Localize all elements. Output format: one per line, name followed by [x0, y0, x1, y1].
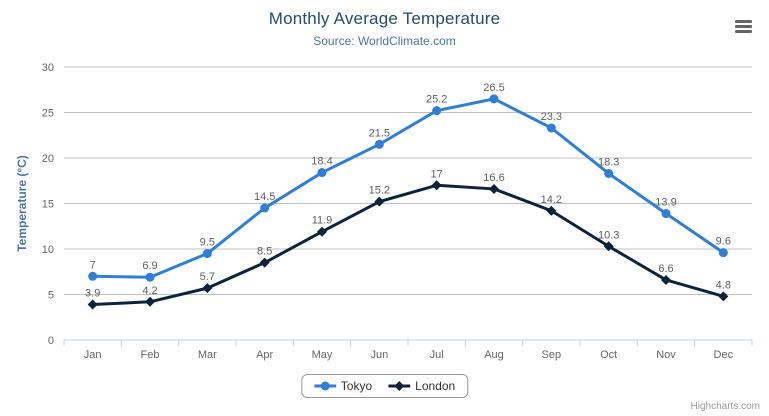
- x-axis-label: Dec: [714, 349, 734, 361]
- point-london-oct[interactable]: [603, 241, 614, 252]
- legend-label: Tokyo: [340, 379, 373, 393]
- x-axis-label: Aug: [484, 349, 504, 361]
- x-axis-label: Apr: [256, 349, 273, 361]
- diamond-legend-marker-icon: [388, 381, 411, 391]
- data-label: 14.5: [254, 191, 275, 203]
- legend-label: London: [415, 379, 456, 393]
- data-label: 5.7: [200, 271, 215, 283]
- y-axis-label: 25: [42, 108, 54, 120]
- point-tokyo-jan[interactable]: [88, 271, 98, 281]
- data-label: 8.5: [257, 246, 272, 258]
- point-tokyo-jul[interactable]: [432, 106, 442, 116]
- hamburger-icon: [733, 19, 754, 33]
- point-london-apr[interactable]: [259, 257, 270, 268]
- y-axis-label: 10: [42, 244, 54, 256]
- data-label: 15.2: [369, 185, 390, 197]
- point-london-feb[interactable]: [145, 296, 155, 307]
- data-label: 9.5: [200, 237, 215, 249]
- x-axis-label: Oct: [600, 349, 617, 361]
- legend: Tokyo London: [300, 374, 469, 398]
- data-label: 26.5: [483, 82, 504, 94]
- series-tokyo: 7 6.9 9.5 14.5 18.4 21.5 25.2 26.5 23.3 18.3 13.9 9…: [88, 82, 731, 282]
- data-label: 4.2: [142, 285, 157, 297]
- x-axis-label: Jul: [430, 349, 444, 361]
- point-tokyo-nov[interactable]: [661, 209, 671, 219]
- point-tokyo-mar[interactable]: [202, 249, 212, 259]
- data-label: 10.3: [598, 229, 619, 241]
- point-london-mar[interactable]: [202, 283, 213, 294]
- data-label: 14.2: [541, 194, 562, 206]
- data-label: 9.6: [716, 236, 731, 248]
- y-axis-label: 5: [48, 290, 54, 302]
- data-label: 16.6: [483, 172, 504, 184]
- data-label: 23.3: [541, 111, 562, 123]
- series-tokyo-line: [91, 97, 725, 279]
- x-axis-label: Jan: [84, 349, 102, 361]
- data-label: 13.9: [655, 197, 676, 209]
- point-london-nov[interactable]: [661, 274, 671, 285]
- y-axis-label: 20: [42, 153, 54, 165]
- point-london-aug[interactable]: [489, 183, 499, 194]
- x-axis-label: Jun: [370, 349, 388, 361]
- point-tokyo-dec[interactable]: [718, 248, 728, 258]
- point-london-may[interactable]: [317, 226, 327, 237]
- data-label: 25.2: [426, 94, 447, 106]
- point-tokyo-apr[interactable]: [260, 203, 270, 213]
- x-axis-label: Sep: [542, 349, 562, 361]
- point-tokyo-jun[interactable]: [374, 139, 384, 149]
- point-london-dec[interactable]: [718, 291, 729, 302]
- data-label: 17: [431, 168, 443, 180]
- point-london-jun[interactable]: [374, 196, 385, 207]
- data-label: 6.9: [142, 260, 157, 272]
- data-label: 18.4: [311, 156, 332, 168]
- data-label: 18.3: [598, 156, 619, 168]
- data-label: 3.9: [85, 288, 100, 300]
- data-label: 6.6: [658, 263, 673, 275]
- point-tokyo-sep[interactable]: [546, 123, 556, 133]
- chart-subtitle: Source: WorldClimate.com: [313, 34, 456, 48]
- chart-context-menu-button[interactable]: [731, 15, 756, 37]
- point-london-sep[interactable]: [546, 205, 557, 216]
- legend-item-london[interactable]: London: [388, 379, 455, 393]
- y-axis-label: 15: [42, 199, 54, 211]
- data-label: 11.9: [312, 215, 333, 227]
- x-axis-label: Feb: [141, 349, 160, 361]
- x-axis-label: May: [312, 349, 333, 361]
- data-label: 21.5: [369, 127, 390, 139]
- data-label: 4.8: [716, 279, 731, 291]
- x-axis-label: Nov: [656, 349, 676, 361]
- point-tokyo-feb[interactable]: [145, 272, 155, 282]
- x-axis-label: Mar: [198, 349, 217, 361]
- data-label: 7: [90, 259, 96, 271]
- series-london: 3.9 4.2 5.7 8.5 11.9 15.2 17 16.6 14.2 10.3 6.6 4.8: [85, 168, 731, 310]
- legend-item-tokyo[interactable]: Tokyo: [313, 379, 373, 393]
- y-axis-title: Temperature (°C): [15, 155, 29, 252]
- point-tokyo-aug[interactable]: [489, 94, 499, 104]
- point-tokyo-may[interactable]: [317, 168, 327, 178]
- point-tokyo-oct[interactable]: [604, 168, 614, 178]
- credits-link[interactable]: Highcharts.com: [690, 401, 760, 412]
- y-axis-label: 0: [48, 335, 54, 347]
- y-axis-label: 30: [42, 62, 54, 74]
- point-london-jan[interactable]: [87, 299, 98, 310]
- point-london-jul[interactable]: [431, 180, 442, 191]
- series-london-line: [91, 183, 725, 307]
- chart-title: Monthly Average Temperature: [268, 9, 501, 28]
- circle-legend-marker-icon: [313, 381, 336, 391]
